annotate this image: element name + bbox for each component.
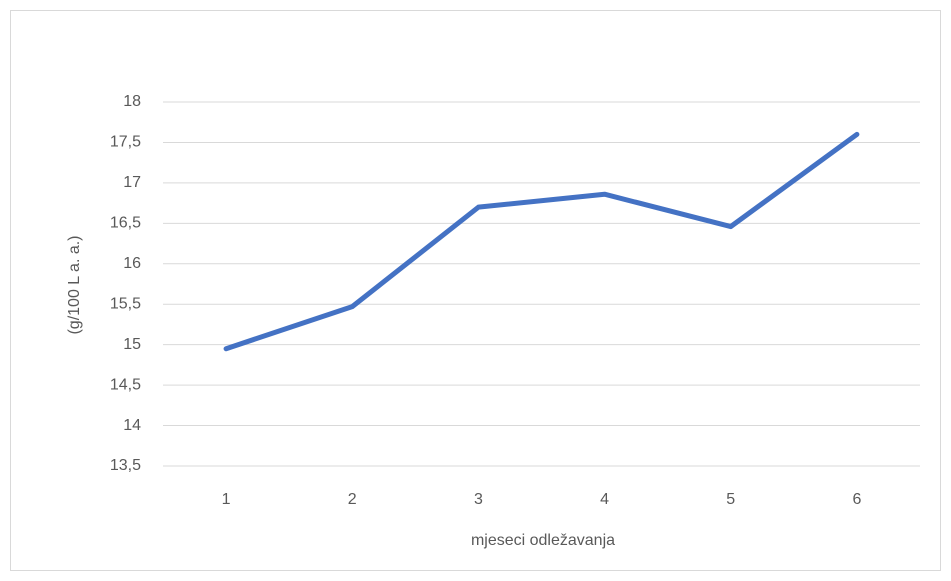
- y-tick-label: 14: [123, 417, 141, 434]
- y-tick-label: 14,5: [110, 376, 141, 393]
- x-axis-label: mjeseci odležavanja: [471, 532, 615, 549]
- y-axis-label: (g/100 L a. a.): [66, 235, 83, 334]
- y-tick-label: 15,5: [110, 295, 141, 312]
- y-tick-label: 13,5: [110, 457, 141, 474]
- x-tick-label: 6: [852, 491, 861, 508]
- y-tick-label: 18: [123, 93, 141, 110]
- y-tick-label: 16,5: [110, 215, 141, 232]
- x-tick-label: 1: [222, 491, 231, 508]
- data-line: [223, 131, 860, 352]
- chart-border: [10, 10, 941, 571]
- x-tick-label: 4: [600, 491, 609, 508]
- y-tick-label: 16: [123, 255, 141, 272]
- x-tick-label: 3: [474, 491, 483, 508]
- y-tick-label: 17,5: [110, 134, 141, 151]
- y-tick-label: 17: [123, 174, 141, 191]
- y-tick-label: 15: [123, 336, 141, 353]
- x-tick-label: 2: [348, 491, 357, 508]
- x-tick-label: 5: [726, 491, 735, 508]
